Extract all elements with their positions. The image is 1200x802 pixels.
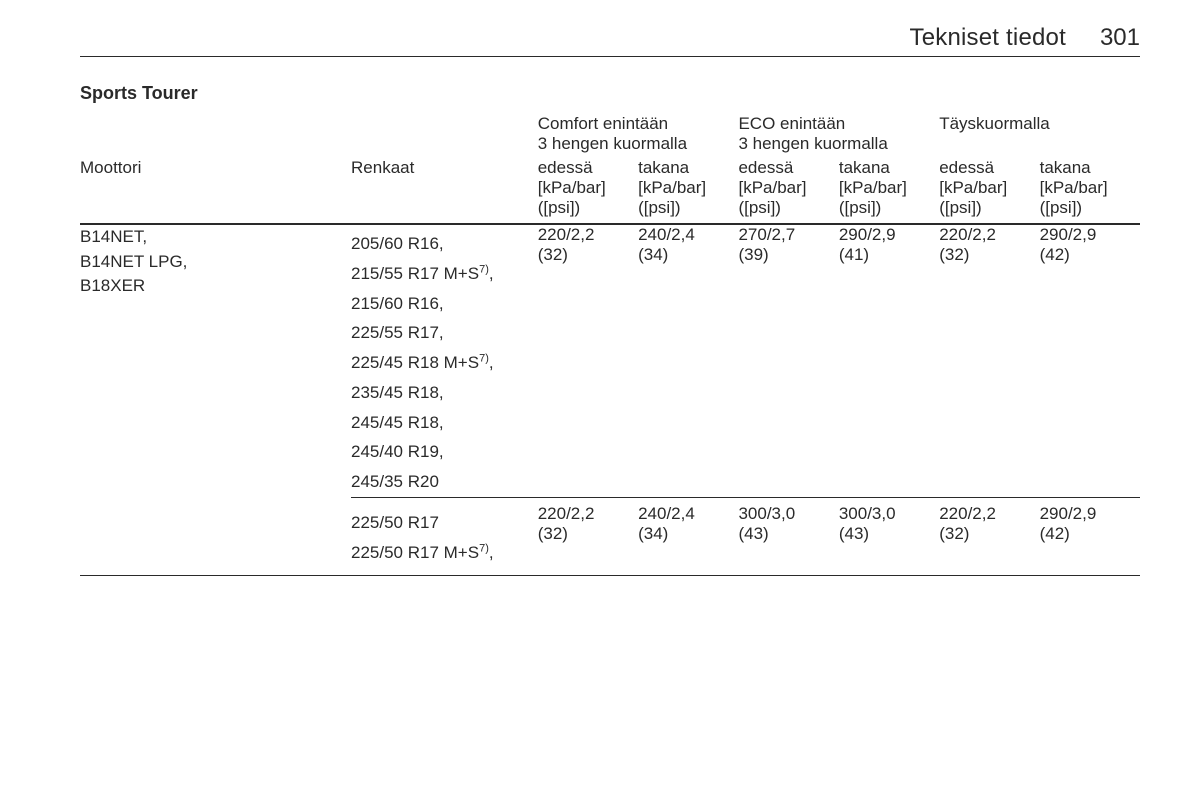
cell-line: 225/50 R17 bbox=[351, 508, 538, 538]
unit-er: [kPa/bar]([psi]) bbox=[839, 178, 939, 224]
group-comfort: Comfort enintään 3 hengen kuormalla bbox=[538, 114, 739, 154]
col-comfort-rear: takana bbox=[638, 154, 738, 178]
unit-ff: [kPa/bar]([psi]) bbox=[939, 178, 1039, 224]
val-cf: 220/2,2(32) bbox=[538, 497, 638, 576]
tyres-cell: 225/50 R17225/50 R17 M+S7), bbox=[351, 497, 538, 576]
val-ff: 220/2,2(32) bbox=[939, 497, 1039, 576]
unit-ef: [kPa/bar]([psi]) bbox=[738, 178, 838, 224]
tyres-cell: 205/60 R16,215/55 R17 M+S7),215/60 R16,2… bbox=[351, 224, 538, 497]
unit-cf: [kPa/bar]([psi]) bbox=[538, 178, 638, 224]
group-comfort-l1: Comfort enintään bbox=[538, 114, 668, 133]
val-ff: 220/2,2(32) bbox=[939, 224, 1039, 497]
col-eco-front: edessä bbox=[738, 154, 838, 178]
cell-line: B14NET, bbox=[80, 225, 351, 250]
col-tyres: Renkaat bbox=[351, 154, 538, 178]
table-row: B14NET,B14NET LPG,B18XER 205/60 R16,215/… bbox=[80, 224, 1140, 497]
val-ef: 270/2,7(39) bbox=[738, 224, 838, 497]
cell-line: 245/35 R20 bbox=[351, 467, 538, 497]
cell-line: 235/45 R18, bbox=[351, 378, 538, 408]
val-fr: 290/2,9(42) bbox=[1040, 224, 1140, 497]
col-full-front: edessä bbox=[939, 154, 1039, 178]
page-number: 301 bbox=[1100, 24, 1140, 52]
cell-line: 225/50 R17 M+S7), bbox=[351, 538, 538, 568]
group-full: Täyskuormalla bbox=[939, 114, 1140, 154]
tyre-pressure-table: Comfort enintään 3 hengen kuormalla ECO … bbox=[80, 114, 1140, 576]
val-fr: 290/2,9(42) bbox=[1040, 497, 1140, 576]
page-header: Tekniset tiedot 301 bbox=[80, 24, 1140, 57]
cell-line: B14NET LPG, bbox=[80, 250, 351, 275]
val-er: 290/2,9(41) bbox=[839, 224, 939, 497]
cell-line: 205/60 R16, bbox=[351, 229, 538, 259]
cell-line: 225/55 R17, bbox=[351, 318, 538, 348]
val-cf: 220/2,2(32) bbox=[538, 224, 638, 497]
group-full-l1: Täyskuormalla bbox=[939, 114, 1050, 133]
column-labels-row: Moottori Renkaat edessä takana edessä ta… bbox=[80, 154, 1140, 178]
col-comfort-front: edessä bbox=[538, 154, 638, 178]
group-eco-l1: ECO enintään bbox=[738, 114, 845, 133]
val-cr: 240/2,4(34) bbox=[638, 224, 738, 497]
cell-line: 215/60 R16, bbox=[351, 289, 538, 319]
unit-fr: [kPa/bar]([psi]) bbox=[1040, 178, 1140, 224]
group-eco: ECO enintään 3 hengen kuormalla bbox=[738, 114, 939, 154]
group-comfort-l2: 3 hengen kuormalla bbox=[538, 134, 687, 153]
val-cr: 240/2,4(34) bbox=[638, 497, 738, 576]
cell-line: 215/55 R17 M+S7), bbox=[351, 259, 538, 289]
group-header-row: Comfort enintään 3 hengen kuormalla ECO … bbox=[80, 114, 1140, 154]
cell-line: 225/45 R18 M+S7), bbox=[351, 348, 538, 378]
units-row: [kPa/bar]([psi]) [kPa/bar]([psi]) [kPa/b… bbox=[80, 178, 1140, 224]
section-title: Sports Tourer bbox=[80, 83, 1140, 104]
cell-line: 245/45 R18, bbox=[351, 408, 538, 438]
engine-cell: B14NET,B14NET LPG,B18XER bbox=[80, 224, 351, 576]
col-eco-rear: takana bbox=[839, 154, 939, 178]
cell-line: B18XER bbox=[80, 274, 351, 299]
cell-line: 245/40 R19, bbox=[351, 437, 538, 467]
val-ef: 300/3,0(43) bbox=[738, 497, 838, 576]
col-engine: Moottori bbox=[80, 154, 351, 178]
unit-cr: [kPa/bar]([psi]) bbox=[638, 178, 738, 224]
group-eco-l2: 3 hengen kuormalla bbox=[738, 134, 887, 153]
val-er: 300/3,0(43) bbox=[839, 497, 939, 576]
col-full-rear: takana bbox=[1040, 154, 1140, 178]
header-title: Tekniset tiedot bbox=[910, 24, 1066, 52]
